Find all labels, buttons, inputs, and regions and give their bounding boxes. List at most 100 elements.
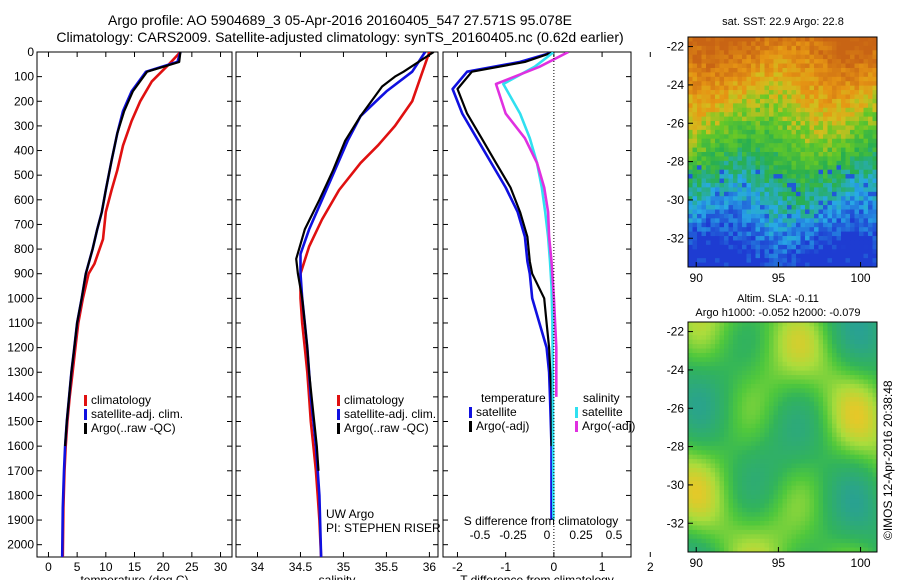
map-cell [733, 379, 738, 385]
map-cell [737, 348, 743, 354]
map-cell [755, 379, 761, 385]
map-cell [791, 72, 797, 78]
map-cell [760, 98, 765, 104]
map-cell [728, 467, 734, 473]
map-cell [728, 344, 734, 349]
map-cell [800, 414, 806, 420]
map-cell [791, 543, 797, 548]
map-cell [701, 538, 707, 544]
map-cell [760, 414, 765, 420]
map-cell [728, 397, 734, 403]
map-cell [845, 366, 851, 372]
map-cell [818, 156, 824, 162]
map-cell [778, 521, 783, 526]
map-cell [854, 445, 860, 451]
map-cell [836, 107, 842, 113]
map-cell [782, 432, 788, 438]
map-cell [836, 116, 842, 122]
map-cell [719, 357, 725, 363]
map-cell [854, 450, 860, 456]
map-cell [800, 375, 806, 380]
map-cell [692, 322, 698, 327]
map-cell [773, 454, 779, 460]
map-cell [701, 90, 707, 95]
map-cell [782, 498, 788, 504]
map-cell [755, 326, 761, 332]
map-cell [841, 98, 846, 104]
map-cell [724, 134, 729, 140]
map-cell [787, 361, 792, 367]
map-cell [764, 450, 770, 456]
map-cell [787, 218, 792, 224]
map-cell [841, 143, 846, 148]
map-cell [688, 209, 693, 215]
map-cell [782, 262, 788, 268]
map-cell [818, 322, 824, 327]
map-cell [737, 547, 743, 553]
map-cell [827, 209, 833, 215]
map-cell [701, 525, 707, 531]
map-cell [800, 59, 806, 64]
map-cell [769, 236, 774, 241]
map-cell [782, 370, 788, 376]
map-cell [863, 218, 869, 224]
map-cell [692, 481, 698, 487]
map-cell [746, 503, 752, 509]
map-cell [737, 361, 743, 367]
map-cell [863, 187, 869, 193]
map-cell [760, 361, 765, 367]
map-cell [863, 512, 869, 518]
map-cell [818, 498, 824, 504]
map-cell [701, 63, 707, 69]
map-cell [769, 262, 774, 268]
map-cell [814, 547, 819, 553]
map-cell [728, 428, 734, 433]
map-cell [737, 253, 743, 259]
map-cell [701, 165, 707, 171]
map-cell [746, 90, 752, 95]
map-cell [854, 516, 860, 522]
map-cell [737, 352, 743, 358]
map-cell [737, 147, 743, 153]
map-cell [733, 125, 738, 131]
map-cell [782, 352, 788, 358]
map-cell [692, 348, 698, 354]
map-cell [814, 476, 819, 482]
map-cell [836, 200, 842, 206]
map-cell [863, 116, 869, 122]
map-cell [796, 222, 801, 228]
map-cell [701, 401, 707, 407]
map-cell [715, 90, 720, 95]
map-cell [728, 490, 734, 495]
map-cell [773, 370, 779, 376]
map-cell [818, 512, 824, 518]
map-cell [872, 472, 878, 478]
map-cell [809, 437, 815, 442]
map-cell [859, 143, 864, 148]
map-cell [836, 90, 842, 95]
map-cell [719, 174, 725, 179]
map-cell [805, 169, 810, 175]
map-cell [773, 445, 779, 451]
map-cell [805, 187, 810, 193]
map-cell [863, 72, 869, 78]
map-cell [782, 419, 788, 425]
map-cell [697, 383, 702, 389]
map-cell [715, 134, 720, 140]
map-cell [751, 138, 756, 144]
map-cell [836, 258, 842, 263]
map-cell [796, 459, 801, 464]
map-cell [841, 459, 846, 464]
map-cell [868, 187, 873, 193]
map-cell [769, 54, 774, 60]
map-cell [796, 366, 801, 372]
map-cell [751, 375, 756, 380]
map-cell [805, 205, 810, 210]
map-cell [814, 152, 819, 157]
map-cell [737, 467, 743, 473]
legend-swatch [575, 407, 578, 418]
map-cell [836, 507, 842, 513]
map-cell [769, 169, 774, 175]
map-cell [692, 85, 698, 91]
y-tick-label: 100 [14, 70, 34, 84]
